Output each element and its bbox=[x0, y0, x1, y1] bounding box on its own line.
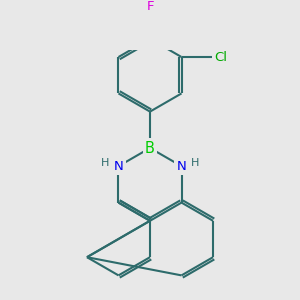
Text: Cl: Cl bbox=[214, 50, 227, 64]
Text: N: N bbox=[114, 160, 123, 173]
Text: F: F bbox=[146, 0, 154, 14]
Text: H: H bbox=[100, 158, 109, 168]
Text: B: B bbox=[145, 140, 155, 155]
Text: N: N bbox=[177, 160, 186, 173]
Text: H: H bbox=[191, 158, 200, 168]
